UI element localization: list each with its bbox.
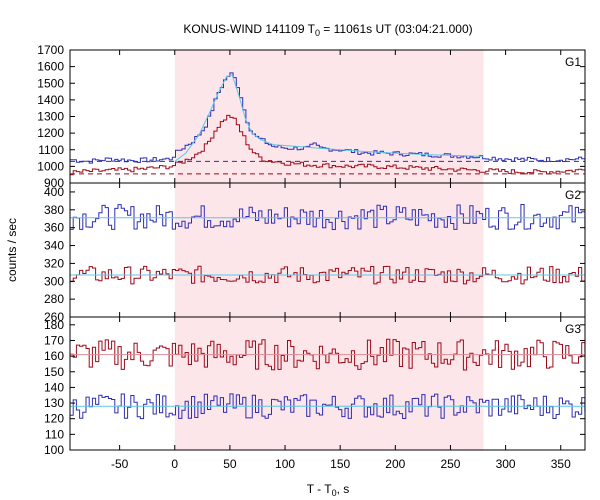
y-tick-label: 320 (44, 256, 64, 270)
panel-label-g3: G3 (565, 322, 581, 336)
y-tick-label: 180 (44, 318, 64, 332)
x-tick-label: 350 (551, 457, 571, 471)
shaded-interval-g1 (174, 50, 484, 183)
x-tick-label: 150 (330, 457, 350, 471)
y-tick-label: 1100 (38, 143, 64, 157)
y-tick-label: 1300 (37, 110, 64, 124)
series-g1-red (70, 114, 586, 176)
fit-line-g1-0 (174, 74, 484, 162)
x-axis-label: T - T0, s (307, 482, 350, 498)
series-g3-blue (70, 393, 586, 420)
shaded-interval-g3 (174, 317, 484, 450)
x-tick-label: 300 (496, 457, 516, 471)
series-g3-red (70, 338, 586, 371)
y-tick-label: 260 (44, 310, 64, 324)
y-tick-label: 340 (44, 239, 64, 253)
y-tick-label: 140 (44, 380, 64, 394)
x-tick-label: 50 (223, 457, 237, 471)
y-axis-label: counts / sec (5, 218, 19, 282)
y-tick-label: 1400 (37, 93, 64, 107)
y-tick-label: 120 (44, 412, 64, 426)
x-tick-label: 200 (385, 457, 405, 471)
y-tick-label: 100 (44, 443, 64, 457)
y-tick-label: 360 (44, 221, 64, 235)
panel-label-g1: G1 (565, 55, 581, 69)
x-tick-label: 250 (440, 457, 460, 471)
y-tick-label: 1200 (37, 126, 64, 140)
x-tick-label: 100 (275, 457, 295, 471)
y-tick-label: 1700 (37, 43, 64, 57)
y-tick-label: 280 (44, 292, 64, 306)
x-tick-label: 0 (171, 457, 178, 471)
y-tick-label: 380 (44, 203, 64, 217)
y-tick-label: 1500 (37, 76, 64, 90)
series-g2-blue (70, 204, 586, 230)
tick-layer: G190010001100120013001400150016001700G22… (37, 43, 585, 471)
y-tick-label: 130 (44, 396, 64, 410)
y-tick-label: 150 (44, 365, 64, 379)
y-tick-label: 900 (44, 176, 64, 190)
data-layer (70, 72, 586, 420)
y-tick-label: 400 (44, 185, 64, 199)
y-tick-label: 160 (44, 349, 64, 363)
shaded-interval-layer (174, 50, 484, 450)
y-tick-label: 1600 (37, 60, 64, 74)
y-tick-label: 300 (44, 274, 64, 288)
panel-frame-g3 (69, 316, 586, 451)
series-g1-blue (70, 72, 586, 164)
y-tick-label: 110 (45, 427, 64, 441)
series-g2-red (70, 265, 586, 285)
y-tick-label: 170 (44, 333, 64, 347)
shaded-interval-g2 (174, 183, 484, 317)
x-tick-label: -50 (111, 457, 129, 471)
panel-label-g2: G2 (565, 188, 581, 202)
chart-title: KONUS-WIND 141109 T0 = 11061s UT (03:04:… (183, 22, 472, 38)
y-tick-label: 1000 (37, 159, 64, 173)
